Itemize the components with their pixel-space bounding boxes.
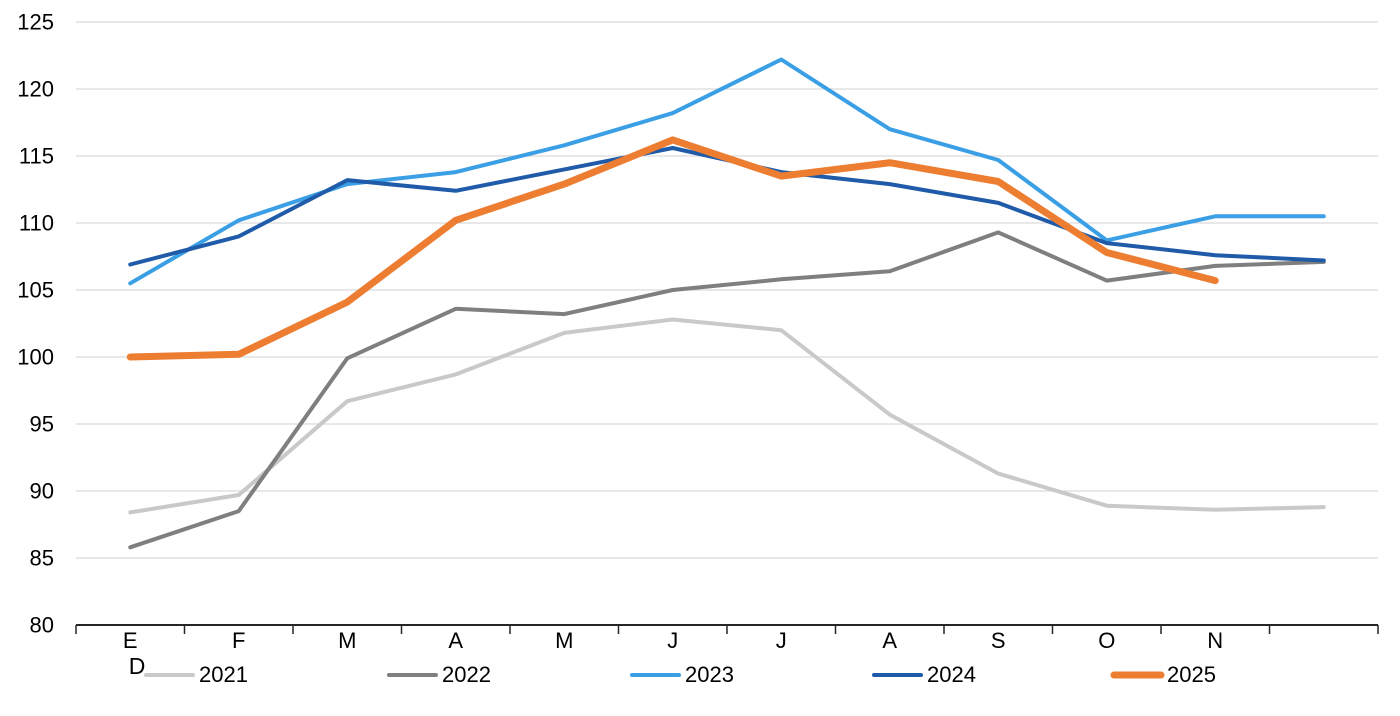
y-tick-label: 85 [30,546,54,571]
legend-item-2022: 2022 [387,662,491,687]
series-2021 [128,317,1326,515]
y-tick-label: 105 [17,278,54,303]
legend-item-2025: 2025 [1110,662,1216,687]
series-2024 [128,146,1326,267]
x-axis [75,624,1379,634]
series-line-2021 [128,317,1326,515]
x-tick-label: F [232,628,245,653]
x-tick-label: M [338,628,356,653]
legend-item-2024: 2024 [872,662,976,687]
x-tick-label: J [667,628,678,653]
series-2023 [128,57,1326,286]
x-tick-label: M [555,628,573,653]
legend-label-2021: 2021 [199,662,248,687]
legend: 2021 2022 2023 2024 2025 [144,662,1216,687]
legend-label-2025: 2025 [1167,662,1216,687]
series-2025 [126,136,1219,361]
y-tick-label: 100 [17,345,54,370]
series-line-2024 [128,146,1326,267]
y-axis-labels: 80 85 90 95 100 105 110 115 120 125 [17,10,54,638]
legend-item-2023: 2023 [630,662,734,687]
x-tick-label: E [123,628,138,653]
series-line-2022 [128,230,1326,550]
series-line-2023 [128,57,1326,286]
y-tick-label: 125 [17,10,54,35]
x-tick-label: S [991,628,1006,653]
y-tick-label: 120 [17,77,54,102]
y-gridlines [76,21,1378,559]
legend-label-2024: 2024 [927,662,976,687]
legend-item-2021: 2021 [144,662,248,687]
y-tick-label: 80 [30,613,54,638]
x-tick-label: A [882,628,897,653]
legend-label-2023: 2023 [685,662,734,687]
legend-label-2022: 2022 [442,662,491,687]
x-axis-labels: E F M A M J J A S O N D [123,628,1223,679]
x-tick-label: O [1098,628,1115,653]
y-tick-label: 95 [30,412,54,437]
y-tick-label: 90 [30,479,54,504]
series-line-2025 [126,136,1219,361]
y-tick-label: 115 [19,144,54,169]
x-tick-label: J [776,628,787,653]
series-2022 [128,230,1326,550]
x-secondary-label: D [129,653,146,679]
y-tick-label: 110 [19,211,54,236]
x-tick-label: N [1207,628,1223,653]
x-tick-label: A [448,628,463,653]
